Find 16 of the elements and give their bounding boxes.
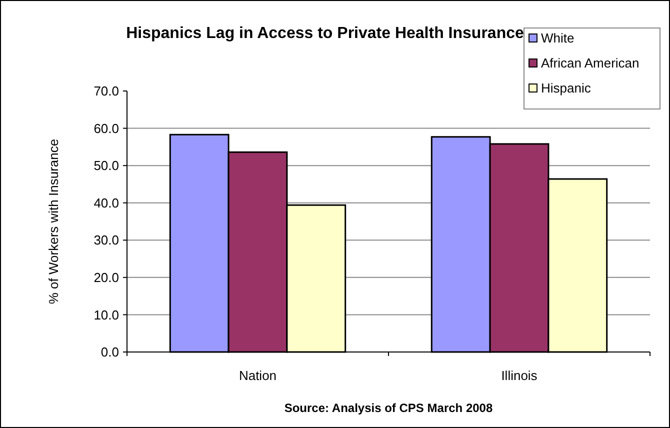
x-tick-label: Nation (238, 368, 277, 383)
y-tick-label: 70.0 (94, 84, 119, 99)
y-tick-label: 10.0 (94, 307, 119, 322)
legend-label: White (541, 30, 574, 46)
y-tick-label: 30.0 (94, 232, 119, 248)
x-tick-label: Illinois (501, 368, 538, 383)
chart-title: Hispanics Lag in Access to Private Health Insurance (126, 25, 524, 42)
y-tick-label: 0.0 (100, 344, 119, 360)
y-axis-title: % of Workers with Insurance (46, 138, 61, 304)
source-note: Source: Analysis of CPS March 2008 (284, 401, 493, 415)
legend-label: Hispanic (541, 80, 592, 96)
legend-label: African American (541, 56, 640, 71)
y-tick-label: 20.0 (94, 270, 119, 285)
y-tick-label: 60.0 (94, 120, 119, 136)
y-tick-label: 40.0 (94, 195, 119, 210)
y-tick-label: 50.0 (94, 158, 119, 174)
